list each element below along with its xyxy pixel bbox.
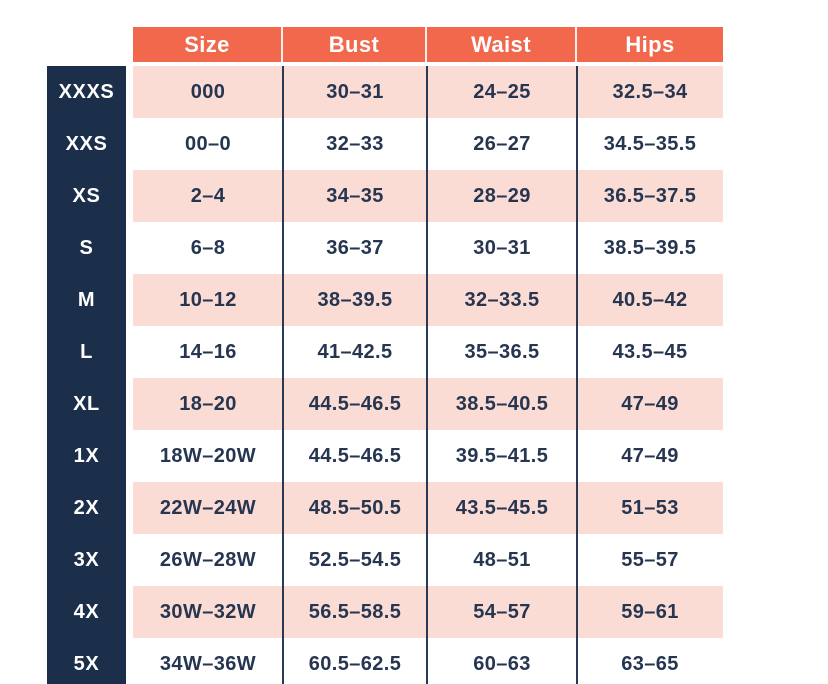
cell-size: 6–8 [190, 236, 226, 259]
column-header-hips: Hips [577, 27, 723, 62]
column-header-bust: Bust [283, 27, 427, 62]
cell-hips: 40.5–42 [612, 288, 688, 311]
cell-waist: 35–36.5 [464, 340, 540, 363]
cell-size: 2–4 [190, 184, 226, 207]
row-label-3x: 3X [73, 548, 100, 571]
cell-waist: 43.5–45.5 [455, 496, 549, 519]
row-label-s: S [79, 236, 94, 259]
cell-waist: 60–63 [473, 652, 531, 675]
cell-bust: 41–42.5 [317, 340, 393, 363]
cell-bust: 48.5–50.5 [308, 496, 402, 519]
cell-bust: 44.5–46.5 [308, 444, 402, 467]
column-separator [576, 66, 578, 684]
row-label-m: M [77, 288, 96, 311]
table-row: 14–16 41–42.5 35–36.5 43.5–45 [133, 326, 723, 378]
cell-bust: 60.5–62.5 [308, 652, 402, 675]
row-label-2x: 2X [73, 496, 100, 519]
column-header-waist: Waist [427, 27, 577, 62]
cell-size: 18–20 [179, 392, 237, 415]
cell-size: 14–16 [179, 340, 237, 363]
cell-waist: 24–25 [473, 80, 531, 103]
size-label-column: XXXS XXS XS S M L XL 1X 2X 3X 4X 5X [47, 66, 126, 684]
cell-hips: 51–53 [621, 496, 679, 519]
row-label-4x: 4X [73, 600, 100, 623]
cell-hips: 43.5–45 [612, 340, 688, 363]
table-row: 18W–20W 44.5–46.5 39.5–41.5 47–49 [133, 430, 723, 482]
cell-waist: 54–57 [473, 600, 531, 623]
cell-size: 22W–24W [159, 496, 257, 519]
cell-hips: 32.5–34 [612, 80, 688, 103]
cell-hips: 55–57 [621, 548, 679, 571]
column-separator [426, 66, 428, 684]
row-label-xl: XL [73, 392, 100, 415]
cell-hips: 47–49 [621, 444, 679, 467]
cell-size: 26W–28W [159, 548, 257, 571]
cell-bust: 30–31 [326, 80, 384, 103]
cell-waist: 48–51 [473, 548, 531, 571]
cell-hips: 34.5–35.5 [603, 132, 697, 155]
cell-waist: 26–27 [473, 132, 531, 155]
cell-bust: 32–33 [326, 132, 384, 155]
table-row: 18–20 44.5–46.5 38.5–40.5 47–49 [133, 378, 723, 430]
cell-waist: 38.5–40.5 [455, 392, 549, 415]
cell-bust: 36–37 [326, 236, 384, 259]
cell-hips: 47–49 [621, 392, 679, 415]
table-row: 10–12 38–39.5 32–33.5 40.5–42 [133, 274, 723, 326]
column-separator [282, 66, 284, 684]
row-label-5x: 5X [73, 652, 100, 675]
column-header-size: Size [133, 27, 283, 62]
table-row: 6–8 36–37 30–31 38.5–39.5 [133, 222, 723, 274]
row-label-xs: XS [72, 184, 101, 207]
cell-bust: 34–35 [326, 184, 384, 207]
cell-waist: 32–33.5 [464, 288, 540, 311]
table-row: 000 30–31 24–25 32.5–34 [133, 66, 723, 118]
table-row: 34W–36W 60.5–62.5 60–63 63–65 [133, 638, 723, 684]
cell-size: 000 [190, 80, 226, 103]
cell-hips: 59–61 [621, 600, 679, 623]
cell-size: 30W–32W [159, 600, 257, 623]
row-label-xxs: XXS [65, 132, 108, 155]
cell-size: 00–0 [184, 132, 232, 155]
row-label-l: L [80, 340, 93, 363]
cell-bust: 52.5–54.5 [308, 548, 402, 571]
cell-hips: 36.5–37.5 [603, 184, 697, 207]
table-body: 000 30–31 24–25 32.5–34 00–0 32–33 26–27… [133, 66, 723, 684]
cell-size: 34W–36W [159, 652, 257, 675]
cell-size: 18W–20W [159, 444, 257, 467]
table-row: 26W–28W 52.5–54.5 48–51 55–57 [133, 534, 723, 586]
table-header-row: Size Bust Waist Hips [133, 27, 723, 62]
cell-bust: 38–39.5 [317, 288, 393, 311]
cell-hips: 38.5–39.5 [603, 236, 697, 259]
cell-hips: 63–65 [621, 652, 679, 675]
table-row: 00–0 32–33 26–27 34.5–35.5 [133, 118, 723, 170]
cell-waist: 30–31 [473, 236, 531, 259]
cell-bust: 44.5–46.5 [308, 392, 402, 415]
cell-waist: 28–29 [473, 184, 531, 207]
cell-waist: 39.5–41.5 [455, 444, 549, 467]
cell-size: 10–12 [179, 288, 237, 311]
cell-bust: 56.5–58.5 [308, 600, 402, 623]
row-label-1x: 1X [73, 444, 100, 467]
table-row: 2–4 34–35 28–29 36.5–37.5 [133, 170, 723, 222]
table-row: 30W–32W 56.5–58.5 54–57 59–61 [133, 586, 723, 638]
row-label-xxxs: XXXS [58, 80, 115, 103]
table-row: 22W–24W 48.5–50.5 43.5–45.5 51–53 [133, 482, 723, 534]
